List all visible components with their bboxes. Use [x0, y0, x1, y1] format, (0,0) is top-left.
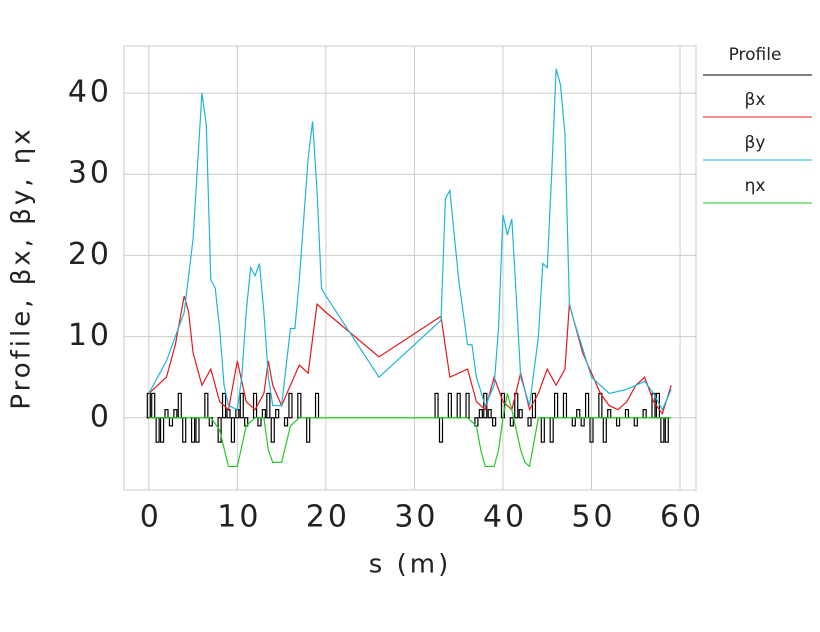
profile-element [230, 417, 236, 443]
profile-element [527, 417, 532, 427]
profile-element [487, 409, 492, 419]
x-tick-label: 50 [571, 500, 615, 535]
x-tick-label: 10 [217, 500, 261, 535]
series-line [148, 295, 672, 416]
profile-element [518, 409, 523, 419]
series-line [148, 68, 672, 412]
profile-element [217, 417, 222, 443]
y-tick-label: 40 [68, 75, 112, 110]
x-axis-label: s (m) [369, 550, 451, 580]
x-tick-label: 20 [306, 500, 350, 535]
y-tick-label: 20 [68, 237, 112, 272]
legend-label: βx [745, 90, 766, 110]
series-line [148, 393, 672, 468]
profile-element [239, 392, 244, 419]
profile-element [492, 417, 497, 427]
profile-element [531, 392, 537, 419]
profile-element [221, 392, 227, 419]
plot-frame [123, 45, 697, 491]
profile-element [288, 392, 293, 419]
y-axis-label: Profile, βx, βy, ηx [7, 126, 37, 409]
legend-label: ηx [745, 176, 766, 196]
y-tick-label: 30 [68, 156, 112, 191]
profile-element [478, 409, 483, 419]
legend-title: Profile [729, 45, 782, 65]
x-tick-label: 0 [140, 500, 162, 535]
x-tick-label: 30 [394, 500, 438, 535]
profile-element [509, 417, 514, 427]
profile-element [270, 417, 275, 443]
x-tick-label: 40 [483, 500, 527, 535]
y-tick-label: 10 [68, 318, 112, 353]
x-tick-label: 60 [660, 500, 704, 535]
profile-element [275, 409, 280, 419]
profile-element [283, 417, 289, 427]
legend-label: βy [745, 133, 766, 153]
y-tick-label: 0 [90, 399, 112, 434]
profile-element [266, 392, 271, 419]
